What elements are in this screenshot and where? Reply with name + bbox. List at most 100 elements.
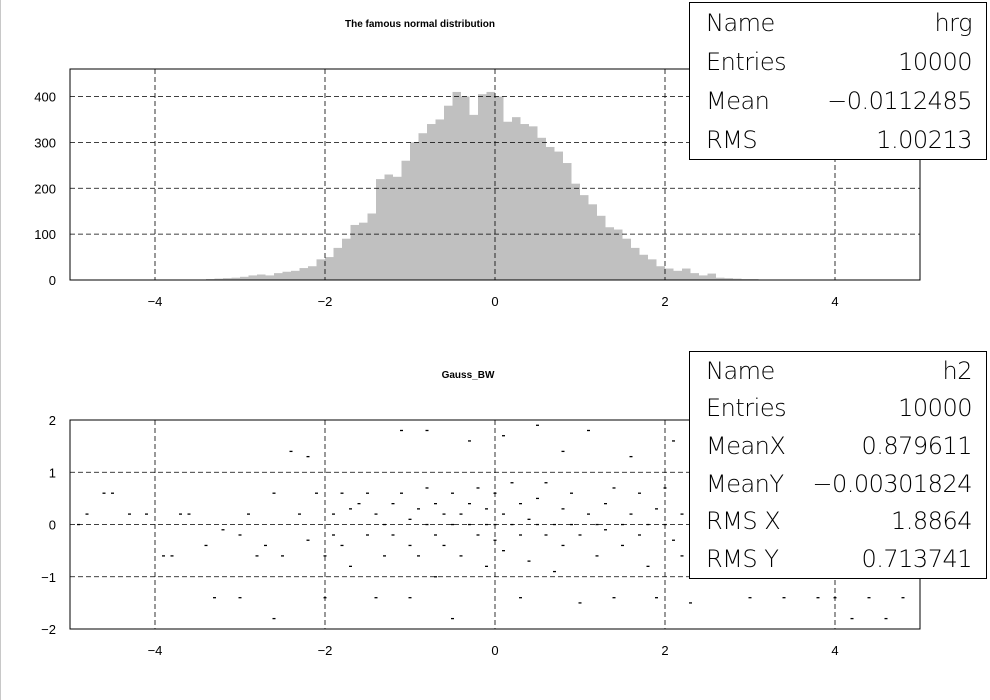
scatter-point xyxy=(349,508,352,510)
scatter-point xyxy=(544,534,548,536)
histogram-bar xyxy=(724,278,733,280)
scatter-point xyxy=(111,492,114,494)
histogram-bar xyxy=(299,268,308,280)
scatter-point xyxy=(425,429,429,432)
scatter-point xyxy=(638,534,641,536)
scatter-point xyxy=(536,497,539,500)
scatter-point xyxy=(128,513,131,515)
x-tick-label: 0 xyxy=(491,643,498,658)
x-tick-label: −2 xyxy=(318,294,333,309)
scatter-point xyxy=(289,450,293,453)
scatter-point xyxy=(485,508,488,510)
y-tick-label: −2 xyxy=(41,622,56,637)
y-tick-label: 0 xyxy=(49,518,56,533)
histogram-bar xyxy=(597,215,606,280)
scatter-point xyxy=(629,513,633,515)
scatter-point xyxy=(306,539,310,541)
scatter-point xyxy=(391,503,395,505)
scatter-point xyxy=(536,424,539,426)
histogram-bar xyxy=(648,259,657,280)
scatter-point xyxy=(527,560,531,562)
histogram-bar xyxy=(418,133,427,280)
stats-row: RMS Y 0.713741 xyxy=(706,540,972,578)
scatter-point xyxy=(680,513,684,515)
chart-title-scatter: Gauss_BW xyxy=(442,370,495,381)
histogram-bar xyxy=(265,275,274,280)
scatter-point xyxy=(570,492,573,494)
histogram-bar xyxy=(495,96,504,281)
scatter-point xyxy=(434,534,437,536)
stats-label: Name xyxy=(706,8,775,37)
scatter-point xyxy=(408,544,412,547)
scatter-point xyxy=(612,487,616,489)
scatter-point xyxy=(213,597,216,599)
stats-value: −0.00301824 xyxy=(812,469,972,498)
scatter-point xyxy=(502,513,505,515)
scatter-point xyxy=(816,597,820,599)
scatter-point xyxy=(612,597,616,599)
scatter-point xyxy=(238,534,242,536)
scatter-point xyxy=(315,492,318,494)
histogram-bar xyxy=(614,229,623,280)
histogram-bar xyxy=(733,278,742,280)
stats-label: RMS Y xyxy=(706,545,779,574)
scatter-point xyxy=(281,555,284,557)
histogram-bar xyxy=(580,195,589,280)
y-tick-label: 200 xyxy=(34,181,56,196)
scatter-point xyxy=(468,503,471,505)
histogram-bar xyxy=(282,271,291,280)
scatter-point xyxy=(901,597,905,599)
histogram-bar xyxy=(605,227,614,280)
scatter-point xyxy=(748,597,752,599)
scatter-point xyxy=(272,617,276,620)
histogram-bar xyxy=(690,273,699,280)
stats-row: Name h2 xyxy=(706,352,973,390)
histogram-bar xyxy=(478,94,487,280)
stats-box-hrg: Name hrg Entries 10000 Mean −0.0112485 RMS 1.00… xyxy=(689,2,987,160)
scatter-point xyxy=(519,503,522,505)
scatter-point xyxy=(400,492,403,494)
scatter-point xyxy=(425,487,429,489)
histogram-bar xyxy=(316,259,325,280)
scatter-point xyxy=(884,617,888,620)
stats-label: Name xyxy=(706,356,775,385)
histogram-bar xyxy=(682,268,691,280)
scatter-point xyxy=(442,544,446,547)
scatter-point xyxy=(451,617,454,620)
histogram-bar xyxy=(401,160,410,280)
histogram-bar xyxy=(384,174,393,280)
histogram-bar xyxy=(214,278,223,280)
scatter-point xyxy=(680,555,684,557)
scatter-point xyxy=(502,550,505,552)
histogram-bar xyxy=(537,137,546,280)
histogram-bar xyxy=(699,275,708,280)
histogram-bar xyxy=(673,270,682,280)
scatter-point xyxy=(553,570,556,573)
stats-label: Mean xyxy=(706,86,770,115)
scatter-point xyxy=(306,455,310,458)
stats-row: RMS 1.00213 xyxy=(706,120,972,159)
scatter-point xyxy=(459,513,463,515)
histogram-bar xyxy=(308,266,317,280)
scatter-point xyxy=(468,440,471,442)
histogram-bar xyxy=(554,151,563,280)
window-edge xyxy=(0,0,1,700)
histogram-bar xyxy=(367,213,376,280)
scatter-point xyxy=(408,518,412,520)
scatter-point xyxy=(298,513,301,515)
scatter-point xyxy=(391,534,395,536)
x-tick-label: −4 xyxy=(148,294,163,309)
scatter-point xyxy=(247,513,250,515)
histogram-bar xyxy=(520,124,529,280)
scatter-point xyxy=(374,597,378,599)
stats-row: Mean −0.0112485 xyxy=(706,81,972,120)
scatter-point xyxy=(672,539,675,541)
scatter-point xyxy=(357,503,361,505)
histogram-bar xyxy=(631,247,640,280)
histogram-bar xyxy=(435,119,444,281)
scatter-point xyxy=(638,492,641,494)
scatter-point xyxy=(451,492,454,494)
plot-frame xyxy=(69,68,921,281)
stats-value: 1.00213 xyxy=(876,125,972,154)
